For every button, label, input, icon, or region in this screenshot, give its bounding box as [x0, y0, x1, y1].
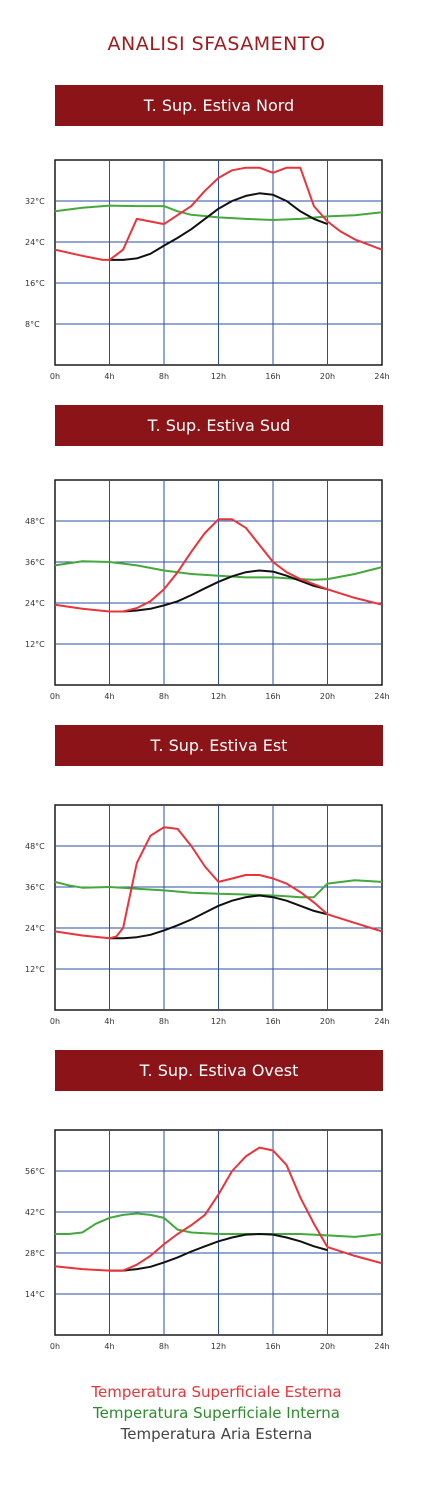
series-line-internal-surface — [55, 1212, 383, 1238]
y-tick-label: 36°C — [25, 558, 45, 567]
chart-est: 0h 4h 8h 12h 16h 20h 24h 12°C 24°C 36°C 48°C — [25, 804, 390, 1026]
y-tick-label: 28°C — [25, 1249, 45, 1258]
x-tick-label: 4h — [104, 1342, 114, 1351]
x-tick-label: 12h — [211, 1017, 226, 1026]
x-tick-label: 24h — [374, 372, 389, 381]
series-line-external-air — [109, 569, 328, 613]
x-tick-label: 24h — [374, 692, 389, 701]
x-tick-label: 0h — [50, 372, 60, 381]
x-tick-label: 24h — [374, 1342, 389, 1351]
y-tick-label: 24°C — [25, 238, 45, 247]
series-line-external-surface — [54, 166, 383, 261]
x-tick-label: 8h — [159, 1342, 169, 1351]
y-tick-label: 48°C — [25, 517, 45, 526]
x-tick-label: 0h — [50, 1017, 60, 1026]
y-tick-label: 16°C — [25, 279, 45, 288]
x-tick-label: 8h — [159, 692, 169, 701]
y-tick-label: 36°C — [25, 883, 45, 892]
series-line-external-air — [109, 192, 328, 261]
x-tick-label: 20h — [320, 692, 335, 701]
chart-title-est: T. Sup. Estiva Est — [55, 725, 383, 766]
chart-title-nord: T. Sup. Estiva Nord — [55, 85, 383, 126]
y-tick-label: 48°C — [25, 842, 45, 851]
series-line-internal-surface — [54, 879, 383, 899]
x-tick-label: 12h — [211, 1342, 226, 1351]
x-tick-label: 8h — [159, 1017, 169, 1026]
x-tick-label: 20h — [320, 1342, 335, 1351]
x-tick-label: 24h — [374, 1017, 389, 1026]
chart-sud: 0h 4h 8h 12h 16h 20h 24h 12°C 24°C 36°C 48°C — [25, 479, 390, 701]
legend-item-internal-surface: Temperatura Superficiale Interna — [93, 1404, 340, 1422]
x-tick-label: 12h — [211, 372, 226, 381]
x-tick-label: 4h — [104, 372, 114, 381]
y-tick-label: 56°C — [25, 1167, 45, 1176]
y-tick-label: 42°C — [25, 1208, 45, 1217]
x-tick-label: 20h — [320, 1017, 335, 1026]
page-title: ANALISI SFASAMENTO — [107, 33, 326, 55]
y-tick-label: 12°C — [25, 640, 45, 649]
series-line-external-surface — [54, 518, 383, 613]
x-tick-label: 8h — [159, 372, 169, 381]
chart-nord: 0h 4h 8h 12h 16h 20h 24h 8°C 16°C 24°C 32°C — [25, 159, 390, 381]
y-tick-label: 24°C — [25, 924, 45, 933]
x-tick-label: 20h — [320, 372, 335, 381]
chart-title-ovest: T. Sup. Estiva Ovest — [55, 1050, 383, 1091]
series-line-external-surface — [54, 1146, 383, 1272]
legend: Temperatura Superficiale Esterna Tempera… — [0, 1382, 433, 1445]
x-tick-label: 16h — [265, 1342, 280, 1351]
y-tick-label: 12°C — [25, 965, 45, 974]
x-tick-label: 16h — [265, 692, 280, 701]
x-tick-label: 16h — [265, 1017, 280, 1026]
y-tick-label: 24°C — [25, 599, 45, 608]
y-tick-label: 32°C — [25, 197, 45, 206]
chart-ovest: 0h 4h 8h 12h 16h 20h 24h 14°C 28°C 42°C 56°C — [25, 1129, 390, 1351]
series-line-external-air — [109, 894, 328, 940]
x-tick-label: 4h — [104, 1017, 114, 1026]
series-line-external-air — [109, 1233, 328, 1272]
x-tick-label: 4h — [104, 692, 114, 701]
x-tick-label: 0h — [50, 1342, 60, 1351]
series-line-external-surface — [54, 826, 383, 940]
x-tick-label: 16h — [265, 372, 280, 381]
x-tick-label: 12h — [211, 692, 226, 701]
y-tick-label: 14°C — [25, 1290, 45, 1299]
x-tick-label: 0h — [50, 692, 60, 701]
y-tick-label: 8°C — [25, 320, 40, 329]
chart-title-sud: T. Sup. Estiva Sud — [55, 405, 383, 446]
legend-item-external-air: Temperatura Aria Esterna — [120, 1425, 313, 1443]
legend-item-external-surface: Temperatura Superficiale Esterna — [91, 1383, 342, 1401]
